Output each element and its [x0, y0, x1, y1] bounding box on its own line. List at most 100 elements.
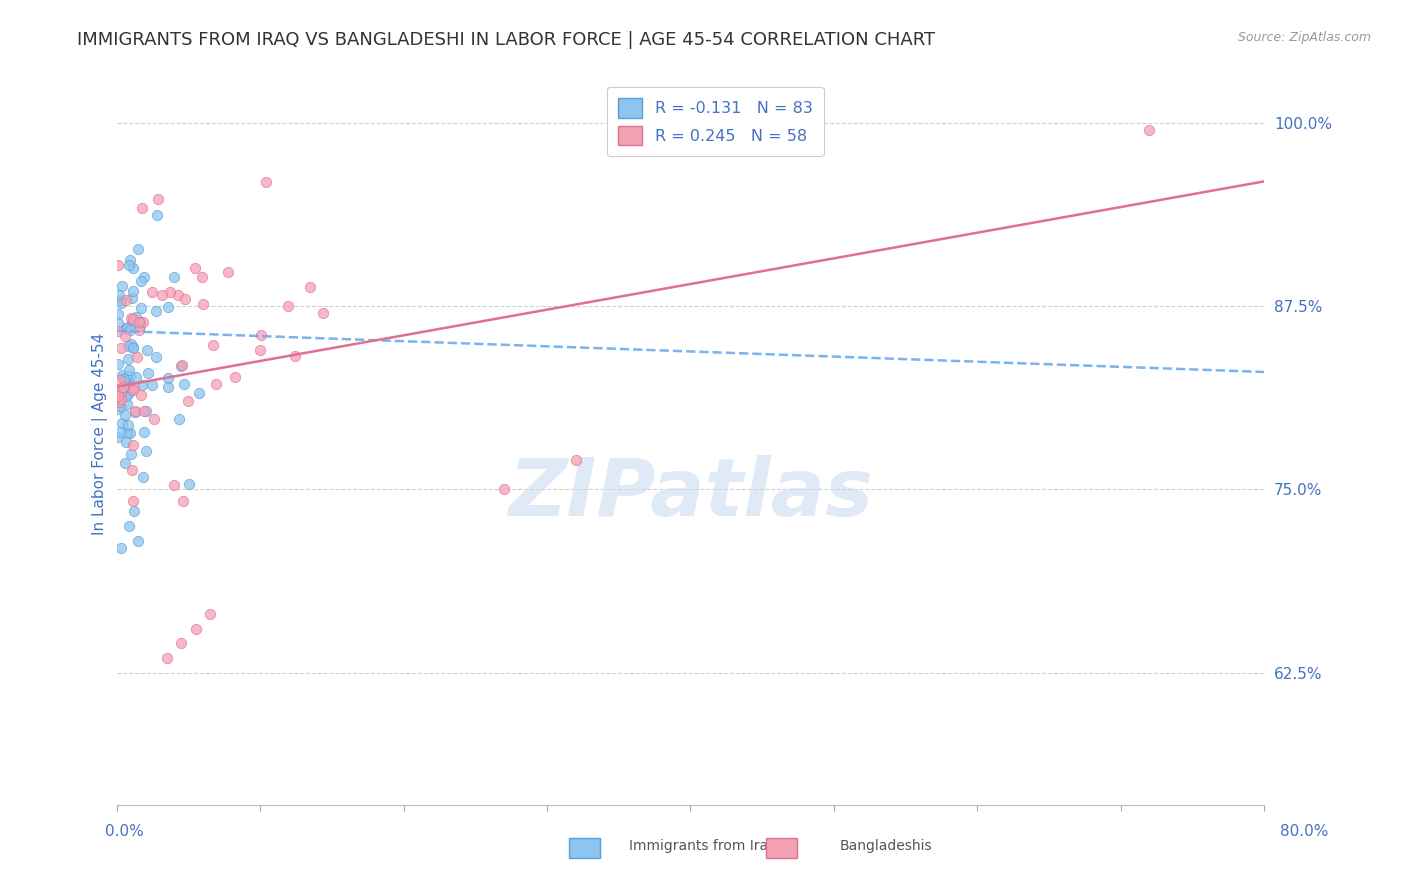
- Point: [114, 389, 136, 403]
- Point: [170, 359, 193, 373]
- Point: [120, 311, 142, 326]
- Point: [163, 270, 186, 285]
- Point: [157, 380, 180, 394]
- Point: [111, 380, 134, 394]
- Point: [115, 321, 138, 335]
- Text: ZIPatlas: ZIPatlas: [508, 455, 873, 533]
- Point: [107, 395, 129, 409]
- Point: [120, 337, 142, 351]
- Point: [117, 417, 139, 432]
- Point: [120, 383, 142, 397]
- Point: [107, 357, 129, 371]
- Point: [110, 384, 132, 398]
- Point: [125, 370, 148, 384]
- Point: [121, 463, 143, 477]
- Legend: R = -0.131   N = 83, R = 0.245   N = 58: R = -0.131 N = 83, R = 0.245 N = 58: [606, 87, 824, 156]
- Point: [284, 349, 307, 363]
- Point: [129, 274, 152, 288]
- Point: [121, 494, 143, 508]
- Point: [170, 358, 193, 372]
- Point: [131, 377, 153, 392]
- Text: Immigrants from Iraq: Immigrants from Iraq: [628, 838, 778, 853]
- Point: [254, 175, 277, 189]
- Point: [127, 243, 149, 257]
- Point: [118, 369, 141, 384]
- Point: [135, 343, 157, 358]
- Point: [111, 385, 134, 400]
- Point: [115, 293, 138, 308]
- Text: 0.0%: 0.0%: [105, 824, 145, 838]
- Point: [112, 372, 135, 386]
- Point: [110, 368, 132, 383]
- Point: [299, 279, 322, 293]
- Point: [205, 377, 228, 392]
- Point: [117, 338, 139, 352]
- Point: [129, 387, 152, 401]
- Point: [110, 341, 132, 355]
- Point: [108, 386, 131, 401]
- Point: [114, 329, 136, 343]
- Point: [108, 399, 131, 413]
- Point: [124, 403, 146, 417]
- Point: [120, 447, 142, 461]
- Point: [173, 292, 195, 306]
- Point: [122, 504, 145, 518]
- Point: [249, 343, 271, 357]
- Point: [107, 307, 129, 321]
- Point: [111, 278, 134, 293]
- Point: [276, 300, 298, 314]
- Point: [187, 385, 209, 400]
- Point: [177, 394, 200, 409]
- Point: [145, 304, 167, 318]
- Point: [107, 316, 129, 330]
- Point: [127, 533, 149, 548]
- Point: [118, 518, 141, 533]
- Point: [122, 311, 145, 326]
- Point: [125, 351, 148, 365]
- Point: [190, 270, 212, 285]
- Point: [184, 622, 207, 636]
- Point: [120, 253, 142, 268]
- Point: [217, 265, 239, 279]
- Point: [117, 387, 139, 401]
- Point: [120, 426, 142, 441]
- Point: [110, 295, 132, 310]
- Point: [115, 321, 138, 335]
- Text: IMMIGRANTS FROM IRAQ VS BANGLADESHI IN LABOR FORCE | AGE 45-54 CORRELATION CHART: IMMIGRANTS FROM IRAQ VS BANGLADESHI IN L…: [77, 31, 935, 49]
- Point: [122, 438, 145, 452]
- Point: [121, 261, 143, 276]
- Point: [129, 318, 152, 333]
- Point: [110, 293, 132, 307]
- Point: [224, 369, 246, 384]
- Point: [118, 323, 141, 337]
- Point: [146, 192, 169, 206]
- Point: [564, 453, 586, 467]
- Point: [167, 412, 190, 426]
- Point: [131, 201, 153, 215]
- Point: [159, 285, 181, 299]
- Point: [112, 383, 135, 397]
- Point: [107, 389, 129, 403]
- Point: [115, 425, 138, 440]
- Point: [141, 377, 163, 392]
- Point: [121, 384, 143, 398]
- Point: [125, 310, 148, 324]
- Point: [121, 285, 143, 299]
- Point: [118, 380, 141, 394]
- Point: [141, 285, 163, 299]
- Point: [201, 337, 224, 351]
- Point: [110, 392, 132, 406]
- Point: [128, 323, 150, 337]
- Point: [117, 351, 139, 366]
- Point: [249, 328, 271, 343]
- Point: [124, 405, 146, 419]
- Point: [107, 287, 129, 301]
- Y-axis label: In Labor Force | Age 45-54: In Labor Force | Age 45-54: [93, 334, 108, 535]
- Point: [163, 478, 186, 492]
- Point: [115, 396, 138, 410]
- Point: [156, 651, 179, 665]
- Text: 80.0%: 80.0%: [1281, 824, 1329, 838]
- Point: [121, 341, 143, 355]
- Point: [167, 288, 190, 302]
- Point: [121, 291, 143, 305]
